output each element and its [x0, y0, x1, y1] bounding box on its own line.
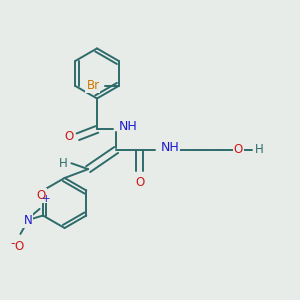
Text: O: O	[135, 176, 144, 189]
Text: -: -	[11, 237, 16, 250]
Text: O: O	[234, 143, 243, 157]
Text: O: O	[64, 130, 74, 143]
Text: H: H	[254, 143, 263, 157]
Text: H: H	[59, 157, 68, 170]
Text: O: O	[36, 189, 46, 203]
Text: NH: NH	[160, 141, 179, 154]
Text: N: N	[23, 214, 32, 227]
Text: NH: NH	[118, 120, 137, 133]
Text: O: O	[14, 240, 24, 254]
Text: +: +	[42, 194, 50, 205]
Text: Br: Br	[86, 80, 100, 92]
